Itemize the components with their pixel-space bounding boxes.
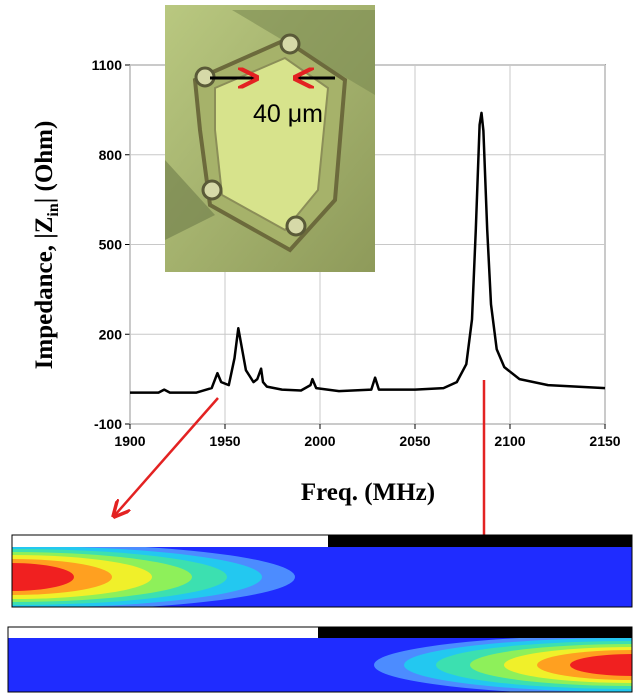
annotation: 40 μm <box>253 100 323 128</box>
mode-frame <box>7 626 633 693</box>
contour <box>12 563 74 591</box>
x-axis-label: Freq. (MHz) <box>301 479 435 506</box>
mode-shape <box>7 626 633 693</box>
micrograph-trace <box>165 160 215 240</box>
micrograph-via <box>285 215 307 237</box>
micrograph-via <box>279 33 301 55</box>
data-line <box>130 111 606 394</box>
contour <box>570 654 632 676</box>
x-tick-label: 1900 <box>114 433 145 449</box>
x-tick-label: 2050 <box>399 433 430 449</box>
y-axis-label: Impedance, |Zin| (Ohm) <box>31 121 62 370</box>
x-tick-label: 2100 <box>494 433 525 449</box>
electrode-strip <box>328 535 632 547</box>
y-tick-label: 200 <box>99 326 123 342</box>
electrode-strip <box>318 627 632 638</box>
mode-gap <box>8 627 318 638</box>
mode-frame <box>11 534 633 608</box>
y-label-tail: | (Ohm) <box>31 121 58 204</box>
y-tick-label: 800 <box>99 147 123 163</box>
y-tick-label: -100 <box>94 416 122 432</box>
y-tick-label: 500 <box>99 237 123 253</box>
mode-shape <box>11 534 633 608</box>
pointer-arrow <box>115 397 219 515</box>
x-tick-label: 2150 <box>589 433 620 449</box>
x-tick-label: 2000 <box>304 433 335 449</box>
y-label-sub: in <box>45 203 62 216</box>
micrograph-electrode <box>214 56 330 232</box>
y-label-main: Impedance, |Z <box>31 217 58 370</box>
y-tick-label: 1100 <box>92 57 123 73</box>
micrograph-via <box>201 179 223 201</box>
mode-gap <box>12 535 328 547</box>
x-tick-label: 1950 <box>209 433 240 449</box>
micrograph: 40 μm <box>165 5 375 272</box>
